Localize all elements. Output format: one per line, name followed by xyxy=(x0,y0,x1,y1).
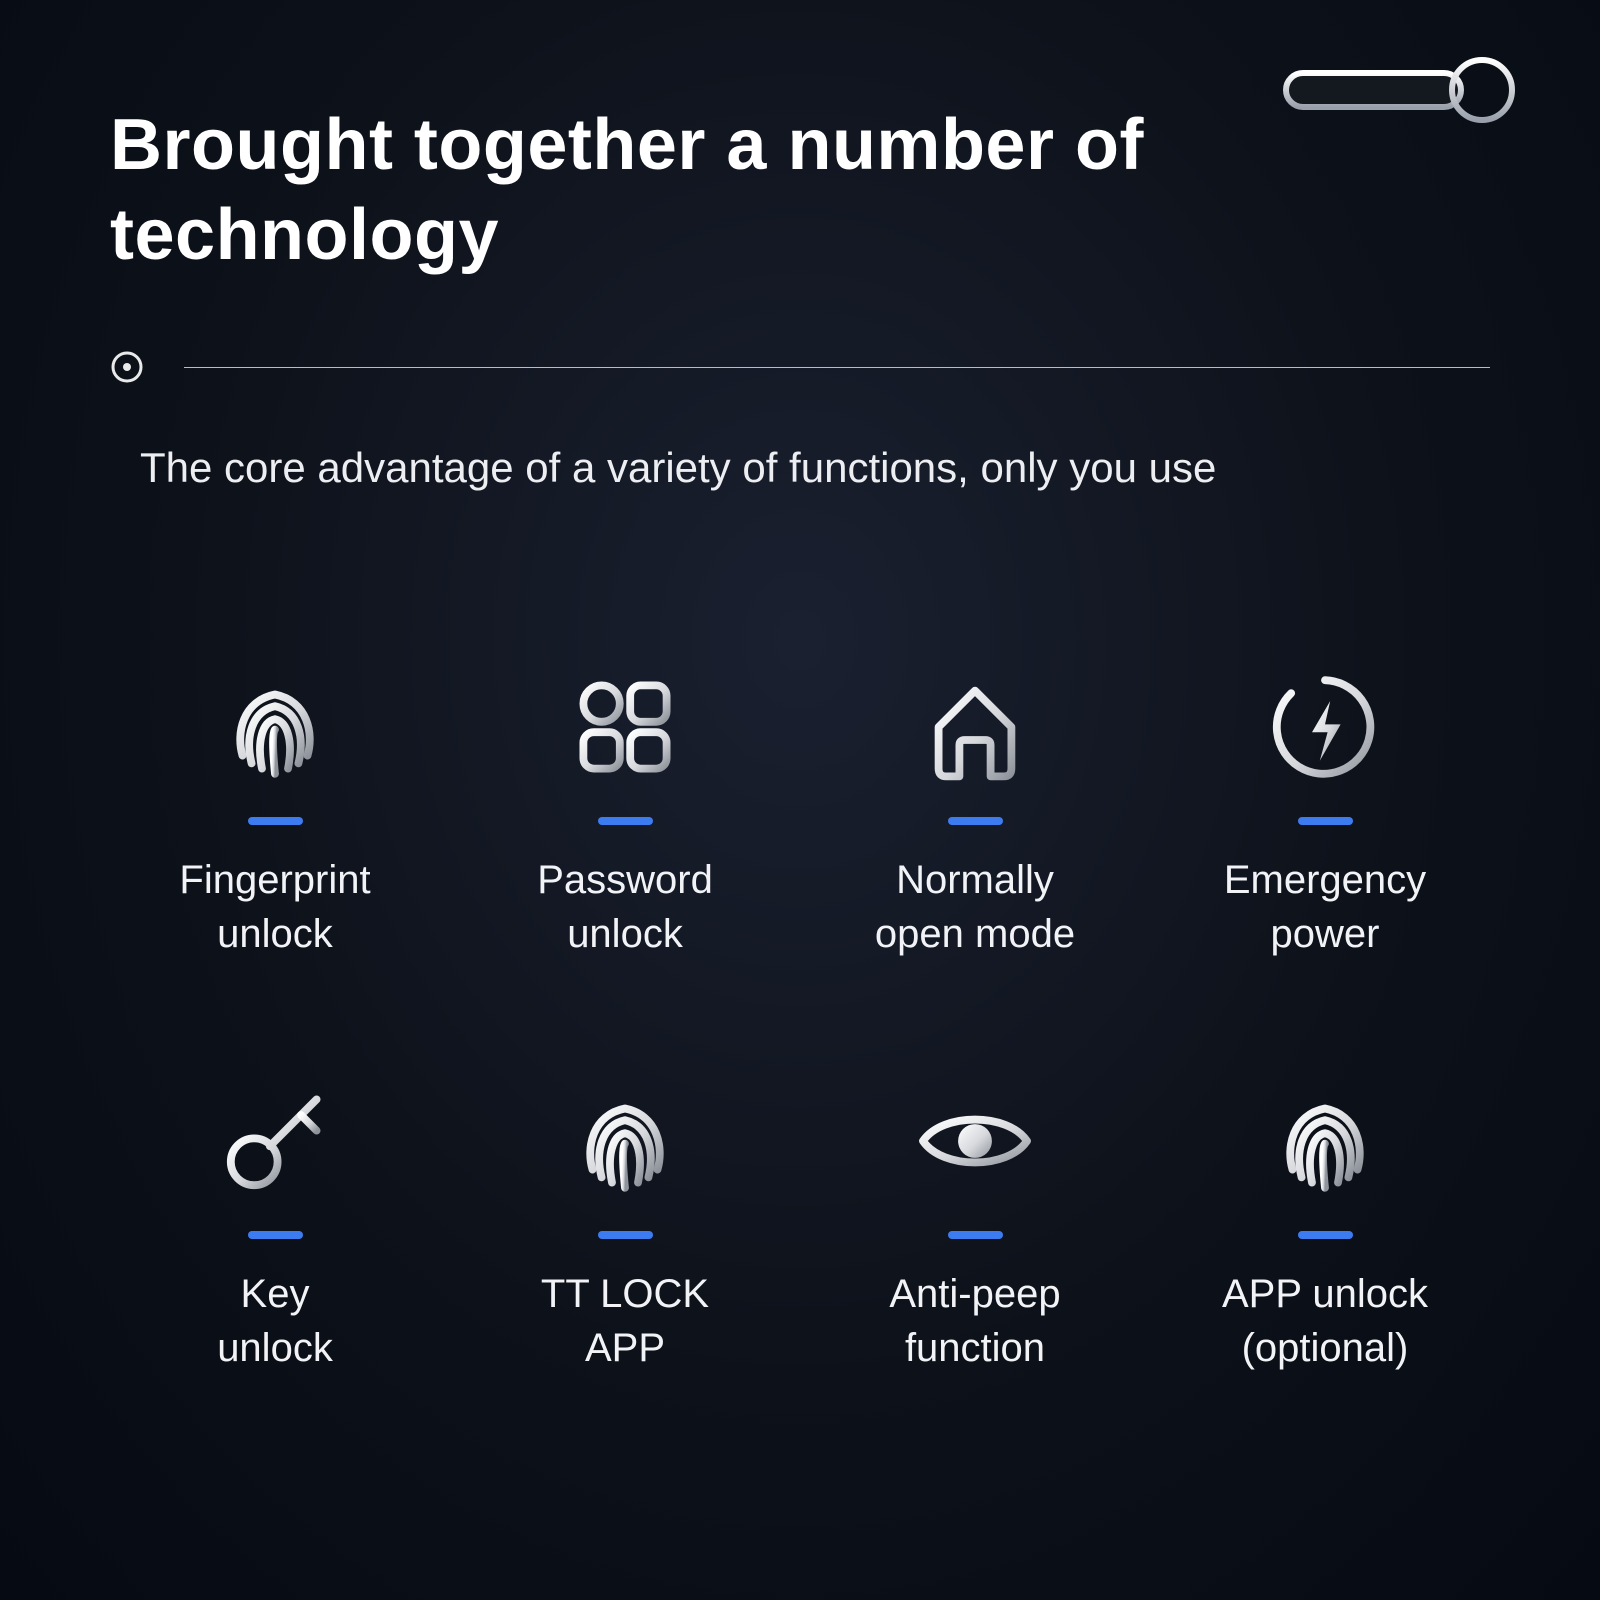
subtitle: The core advantage of a variety of funct… xyxy=(110,444,1490,492)
feature-label: Fingerprint unlock xyxy=(179,853,370,961)
feature-item: TT LOCK APP xyxy=(460,1076,790,1375)
feature-label: Password unlock xyxy=(537,853,713,961)
fingerprint-icon xyxy=(210,662,340,792)
accent-underscore xyxy=(248,817,303,825)
accent-underscore xyxy=(1298,817,1353,825)
door-handle-icon xyxy=(1280,55,1520,125)
accent-underscore xyxy=(948,817,1003,825)
accent-underscore xyxy=(248,1231,303,1239)
feature-item: Key unlock xyxy=(110,1076,440,1375)
feature-label: Normally open mode xyxy=(875,853,1075,961)
feature-grid: Fingerprint unlock Password unlock xyxy=(110,662,1490,1375)
eye-icon xyxy=(910,1076,1040,1206)
key-icon xyxy=(210,1076,340,1206)
feature-item: Emergency power xyxy=(1160,662,1490,961)
accent-underscore xyxy=(1298,1231,1353,1239)
divider-line xyxy=(184,367,1490,368)
feature-item: Normally open mode xyxy=(810,662,1140,961)
feature-item: APP unlock (optional) xyxy=(1160,1076,1490,1375)
grid-icon xyxy=(560,662,690,792)
divider xyxy=(110,350,1490,384)
feature-label: TT LOCK APP xyxy=(541,1267,709,1375)
feature-item: Anti-peep function xyxy=(810,1076,1140,1375)
fingerprint-icon xyxy=(560,1076,690,1206)
infographic-page: Brought together a number of technology … xyxy=(0,0,1600,1600)
fingerprint-icon xyxy=(1260,1076,1390,1206)
accent-underscore xyxy=(948,1231,1003,1239)
feature-item: Fingerprint unlock xyxy=(110,662,440,961)
feature-label: APP unlock (optional) xyxy=(1222,1267,1428,1375)
feature-label: Key unlock xyxy=(217,1267,333,1375)
home-icon xyxy=(910,662,1040,792)
feature-label: Anti-peep function xyxy=(889,1267,1060,1375)
accent-underscore xyxy=(598,1231,653,1239)
feature-label: Emergency power xyxy=(1224,853,1426,961)
accent-underscore xyxy=(598,817,653,825)
headline: Brought together a number of technology xyxy=(110,100,1490,280)
feature-item: Password unlock xyxy=(460,662,790,961)
bullet-icon xyxy=(110,350,144,384)
power-icon xyxy=(1260,662,1390,792)
